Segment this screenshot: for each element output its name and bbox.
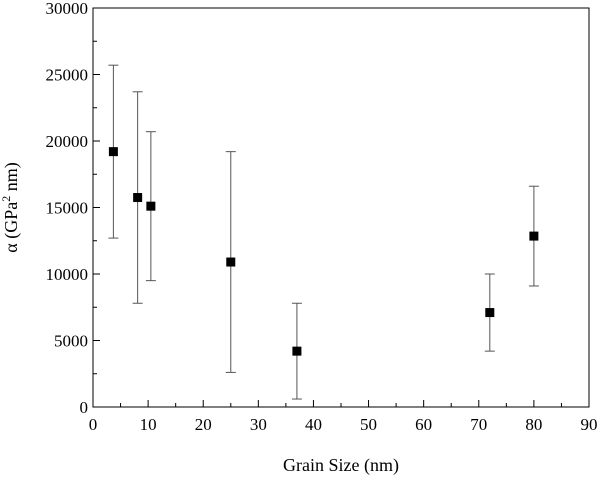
x-tick-label: 60 [415,415,432,434]
x-tick-label: 70 [470,415,487,434]
x-tick-label: 50 [360,415,377,434]
y-axis-title-suffix: nm) [1,162,22,196]
x-tick-label: 40 [305,415,322,434]
x-tick-label: 20 [195,415,212,434]
major-ticks [92,7,590,408]
x-tick-label: 90 [581,415,598,434]
tick-labels: 0 10 20 30 40 50 60 70 80 90 0 5000 10000 15000 20000 2… [46,0,598,434]
data-point [146,201,156,211]
error-bars [108,64,539,400]
y-tick-label: 0 [80,398,89,417]
data-point [108,147,118,157]
y-tick-label: 30000 [46,0,89,18]
y-tick-label: 10000 [46,265,89,284]
y-tick-label: 25000 [46,66,89,85]
data-point [133,193,143,203]
data-point [292,346,302,356]
data-markers [108,147,539,356]
y-axis-title-prefix: α (GPa [1,202,22,253]
x-axis-title: Grain Size (nm) [283,455,399,476]
y-tick-label: 20000 [46,132,89,151]
plot-frame [92,7,590,408]
y-tick-label: 15000 [46,199,89,218]
y-axis-title-superscript: 2 [0,196,13,202]
data-point [485,308,495,318]
y-axis-title: α (GPa2 nm) [0,162,22,252]
x-tick-label: 30 [250,415,267,434]
data-point [529,231,539,241]
x-tick-label: 0 [89,415,98,434]
x-tick-label: 80 [525,415,542,434]
minor-ticks [93,40,562,407]
y-tick-label: 5000 [54,332,88,351]
data-point [226,257,236,267]
x-tick-label: 10 [140,415,157,434]
